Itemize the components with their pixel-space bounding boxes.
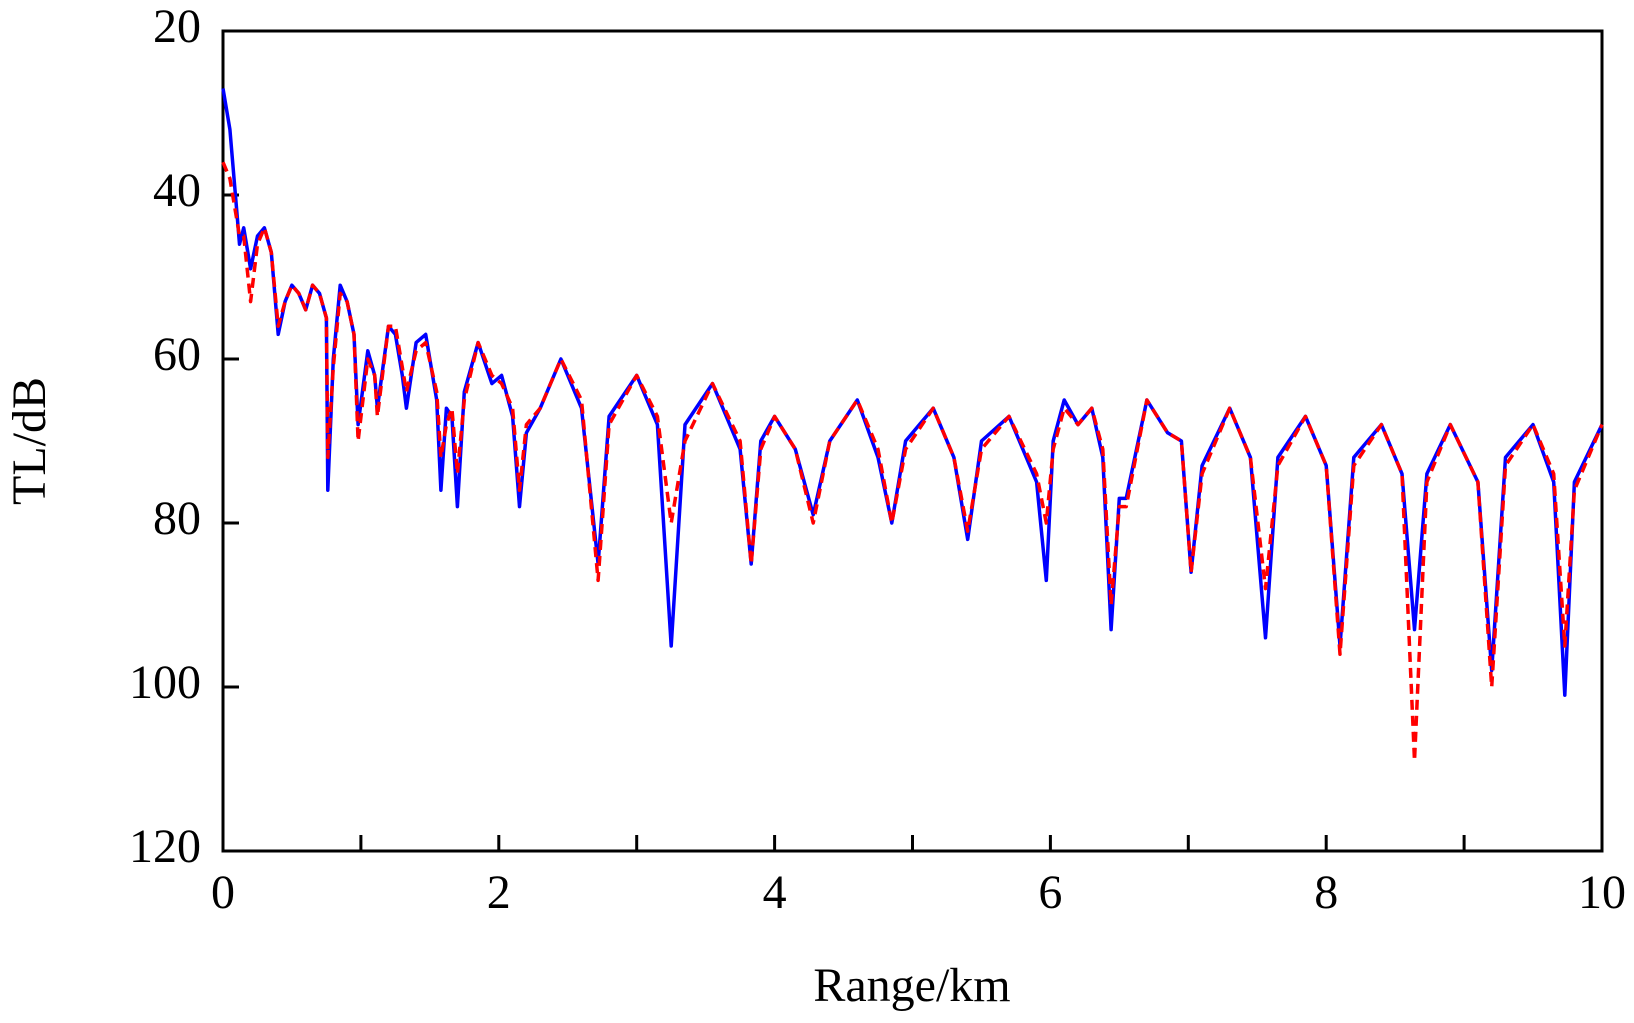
x-tick-label: 8	[1314, 866, 1338, 919]
series-line	[221, 161, 1604, 763]
y-tick-label: 60	[153, 328, 201, 381]
y-tick-label: 100	[129, 656, 201, 709]
y-axis-label: TL/dB	[3, 377, 56, 505]
series-line	[221, 88, 1604, 697]
x-tick-label: 2	[487, 866, 511, 919]
y-tick-label: 20	[153, 0, 201, 53]
y-tick-label: 40	[153, 164, 201, 217]
x-tick-label: 0	[211, 866, 235, 919]
x-tick-label: 10	[1578, 866, 1626, 919]
y-tick-label: 120	[129, 820, 201, 873]
x-tick-label: 6	[1038, 866, 1062, 919]
x-tick-label: 4	[763, 866, 787, 919]
x-axis-label: Range/km	[813, 959, 1010, 1012]
y-tick-label: 80	[153, 492, 201, 545]
